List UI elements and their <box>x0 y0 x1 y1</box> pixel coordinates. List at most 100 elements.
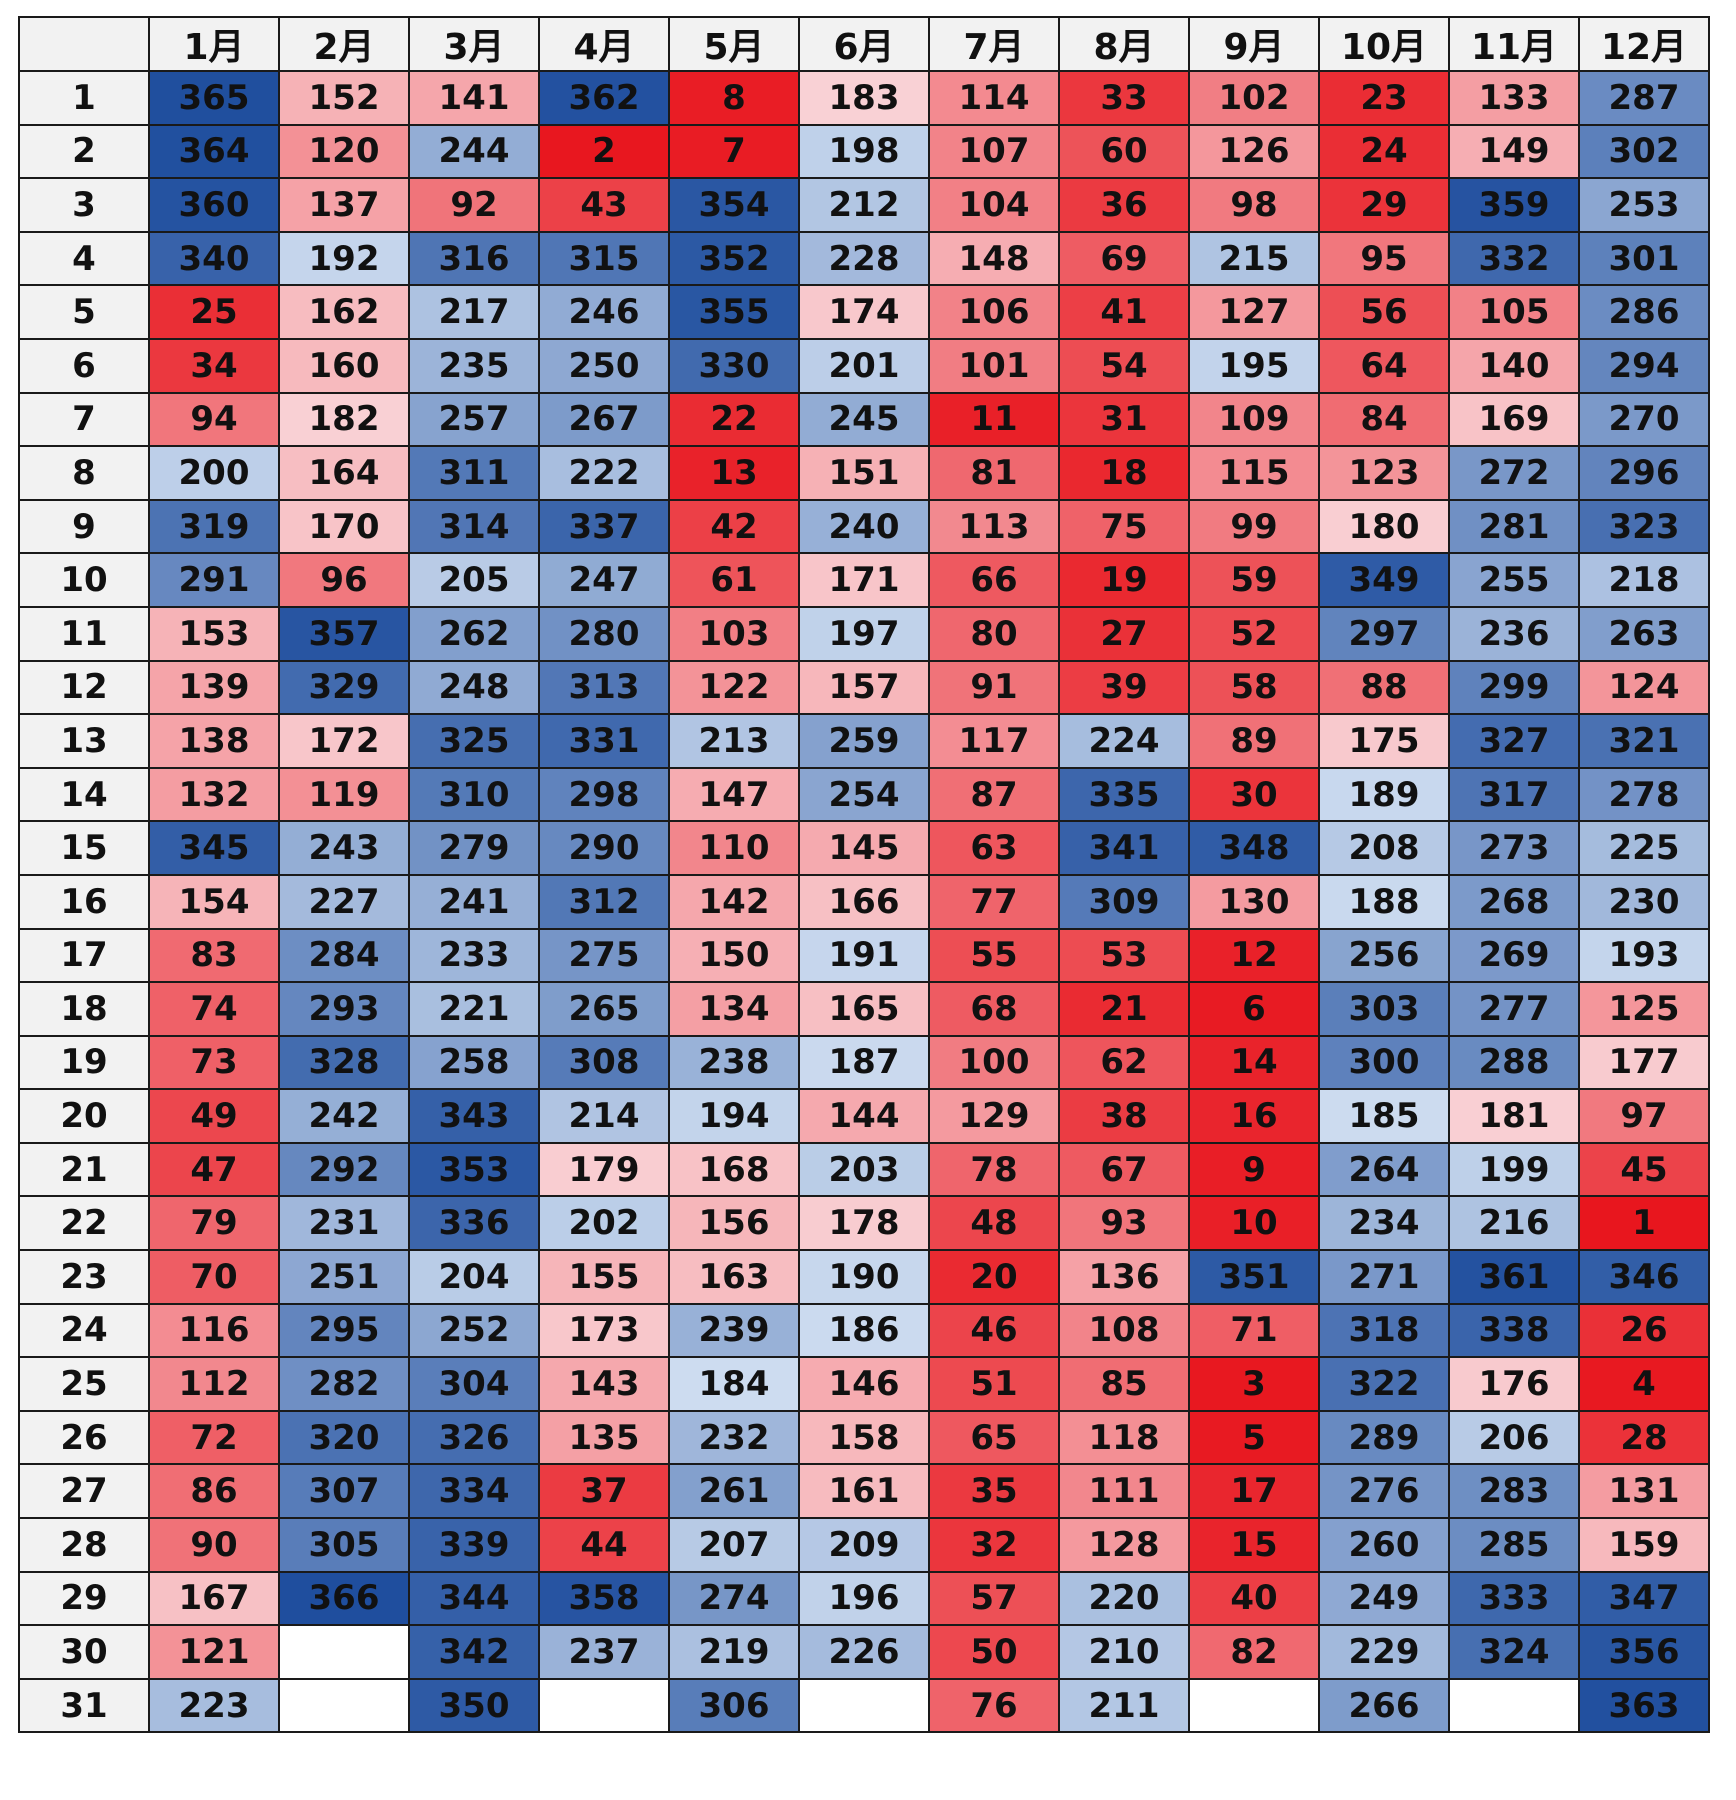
row-header: 21 <box>18 1141 150 1198</box>
heatmap-cell: 263 <box>1578 605 1710 662</box>
heatmap-cell: 91 <box>928 659 1060 716</box>
heatmap-cell: 15 <box>1188 1517 1320 1573</box>
heatmap-cell: 363 <box>1578 1677 1710 1734</box>
heatmap-cell: 46 <box>928 1302 1060 1359</box>
column-header-3: 3月 <box>408 16 540 72</box>
row-header: 28 <box>18 1517 150 1573</box>
heatmap-cell: 42 <box>668 498 800 555</box>
row-header: 17 <box>18 927 150 984</box>
heatmap-cell: 55 <box>928 927 1060 984</box>
heatmap-cell: 211 <box>1058 1677 1190 1734</box>
heatmap-cell: 103 <box>668 605 800 662</box>
heatmap-row: 15 345 243 279 290 110 145 63 341 348 208 273 225 <box>18 820 1710 876</box>
heatmap-cell: 30 <box>1188 766 1320 823</box>
row-header: 30 <box>18 1624 150 1680</box>
heatmap-cell: 220 <box>1058 1570 1190 1627</box>
heatmap-cell: 255 <box>1448 552 1580 608</box>
heatmap-cell: 156 <box>668 1195 800 1252</box>
heatmap-cell: 146 <box>798 1356 930 1412</box>
row-header: 5 <box>18 284 150 340</box>
heatmap-cell: 165 <box>798 981 930 1037</box>
heatmap-cell: 161 <box>798 1463 930 1520</box>
heatmap-cell: 187 <box>798 1034 930 1091</box>
heatmap-cell: 135 <box>538 1409 670 1466</box>
heatmap-cell: 51 <box>928 1356 1060 1412</box>
heatmap-cell: 328 <box>278 1034 410 1091</box>
heatmap-cell: 298 <box>538 766 670 823</box>
heatmap-cell: 342 <box>408 1624 540 1680</box>
heatmap-cell: 223 <box>148 1677 280 1734</box>
row-header: 24 <box>18 1302 150 1359</box>
heatmap-cell: 107 <box>928 123 1060 180</box>
heatmap-cell: 177 <box>1578 1034 1710 1091</box>
heatmap-cell: 38 <box>1058 1088 1190 1144</box>
heatmap-cell: 235 <box>408 337 540 394</box>
heatmap-cell: 31 <box>1058 391 1190 448</box>
heatmap-row: 6 34 160 235 250 330 201 101 54 195 64 140 294 <box>18 337 1710 394</box>
heatmap-cell: 299 <box>1448 659 1580 716</box>
heatmap-cell: 359 <box>1448 177 1580 233</box>
heatmap-cell: 147 <box>668 766 800 823</box>
heatmap-cell: 289 <box>1318 1409 1450 1466</box>
heatmap-row: 10 291 96 205 247 61 171 66 19 59 349 255 218 <box>18 552 1710 608</box>
heatmap-cell: 178 <box>798 1195 930 1252</box>
heatmap-row: 22 79 231 336 202 156 178 48 93 10 234 216 1 <box>18 1195 1710 1252</box>
heatmap-cell: 321 <box>1578 713 1710 769</box>
heatmap-cell: 102 <box>1188 70 1320 126</box>
heatmap-cell: 189 <box>1318 766 1450 823</box>
heatmap-cell: 357 <box>278 605 410 662</box>
row-header: 31 <box>18 1677 150 1734</box>
heatmap-cell: 202 <box>538 1195 670 1252</box>
heatmap-cell: 353 <box>408 1141 540 1198</box>
heatmap-cell: 288 <box>1448 1034 1580 1091</box>
heatmap-cell: 261 <box>668 1463 800 1520</box>
heatmap-row: 11 153 357 262 280 103 197 80 27 52 297 236 263 <box>18 605 1710 662</box>
heatmap-cell: 362 <box>538 70 670 126</box>
heatmap-cell: 252 <box>408 1302 540 1359</box>
heatmap-cell: 272 <box>1448 445 1580 501</box>
heatmap-cell: 56 <box>1318 284 1450 340</box>
heatmap-cell: 113 <box>928 498 1060 555</box>
heatmap-cell: 180 <box>1318 498 1450 555</box>
heatmap-cell: 26 <box>1578 1302 1710 1359</box>
heatmap-cell: 332 <box>1448 230 1580 287</box>
heatmap-cell: 307 <box>278 1463 410 1520</box>
heatmap-cell: 193 <box>1578 927 1710 984</box>
heatmap-cell: 73 <box>148 1034 280 1091</box>
row-header: 18 <box>18 981 150 1037</box>
heatmap-cell: 356 <box>1578 1624 1710 1680</box>
heatmap-cell: 57 <box>928 1570 1060 1627</box>
column-header-12: 12月 <box>1578 16 1710 72</box>
heatmap-cell: 294 <box>1578 337 1710 394</box>
heatmap-cell: 169 <box>1448 391 1580 448</box>
heatmap-cell: 62 <box>1058 1034 1190 1091</box>
heatmap-cell: 69 <box>1058 230 1190 287</box>
heatmap-cell: 248 <box>408 659 540 716</box>
heatmap-cell: 240 <box>798 498 930 555</box>
heatmap-cell: 326 <box>408 1409 540 1466</box>
heatmap-cell: 331 <box>538 713 670 769</box>
heatmap-cell: 203 <box>798 1141 930 1198</box>
heatmap-cell: 157 <box>798 659 930 716</box>
heatmap-cell: 162 <box>278 284 410 340</box>
heatmap-cell: 215 <box>1188 230 1320 287</box>
heatmap-cell: 199 <box>1448 1141 1580 1198</box>
heatmap-cell: 233 <box>408 927 540 984</box>
heatmap-cell: 210 <box>1058 1624 1190 1680</box>
heatmap-cell: 256 <box>1318 927 1450 984</box>
heatmap-cell: 84 <box>1318 391 1450 448</box>
heatmap-cell: 32 <box>928 1517 1060 1573</box>
heatmap-cell: 132 <box>148 766 280 823</box>
row-header: 9 <box>18 498 150 555</box>
heatmap-cell: 344 <box>408 1570 540 1627</box>
heatmap-cell: 364 <box>148 123 280 180</box>
heatmap-cell: 281 <box>1448 498 1580 555</box>
heatmap-cell: 286 <box>1578 284 1710 340</box>
heatmap-cell: 221 <box>408 981 540 1037</box>
heatmap-row: 25 112 282 304 143 184 146 51 85 3 322 176 4 <box>18 1356 1710 1412</box>
heatmap-cell: 115 <box>1188 445 1320 501</box>
heatmap-cell: 16 <box>1188 1088 1320 1144</box>
heatmap-cell: 85 <box>1058 1356 1190 1412</box>
heatmap-row: 31 223 350 306 76 211 266 363 <box>18 1677 1710 1734</box>
heatmap-cell: 314 <box>408 498 540 555</box>
